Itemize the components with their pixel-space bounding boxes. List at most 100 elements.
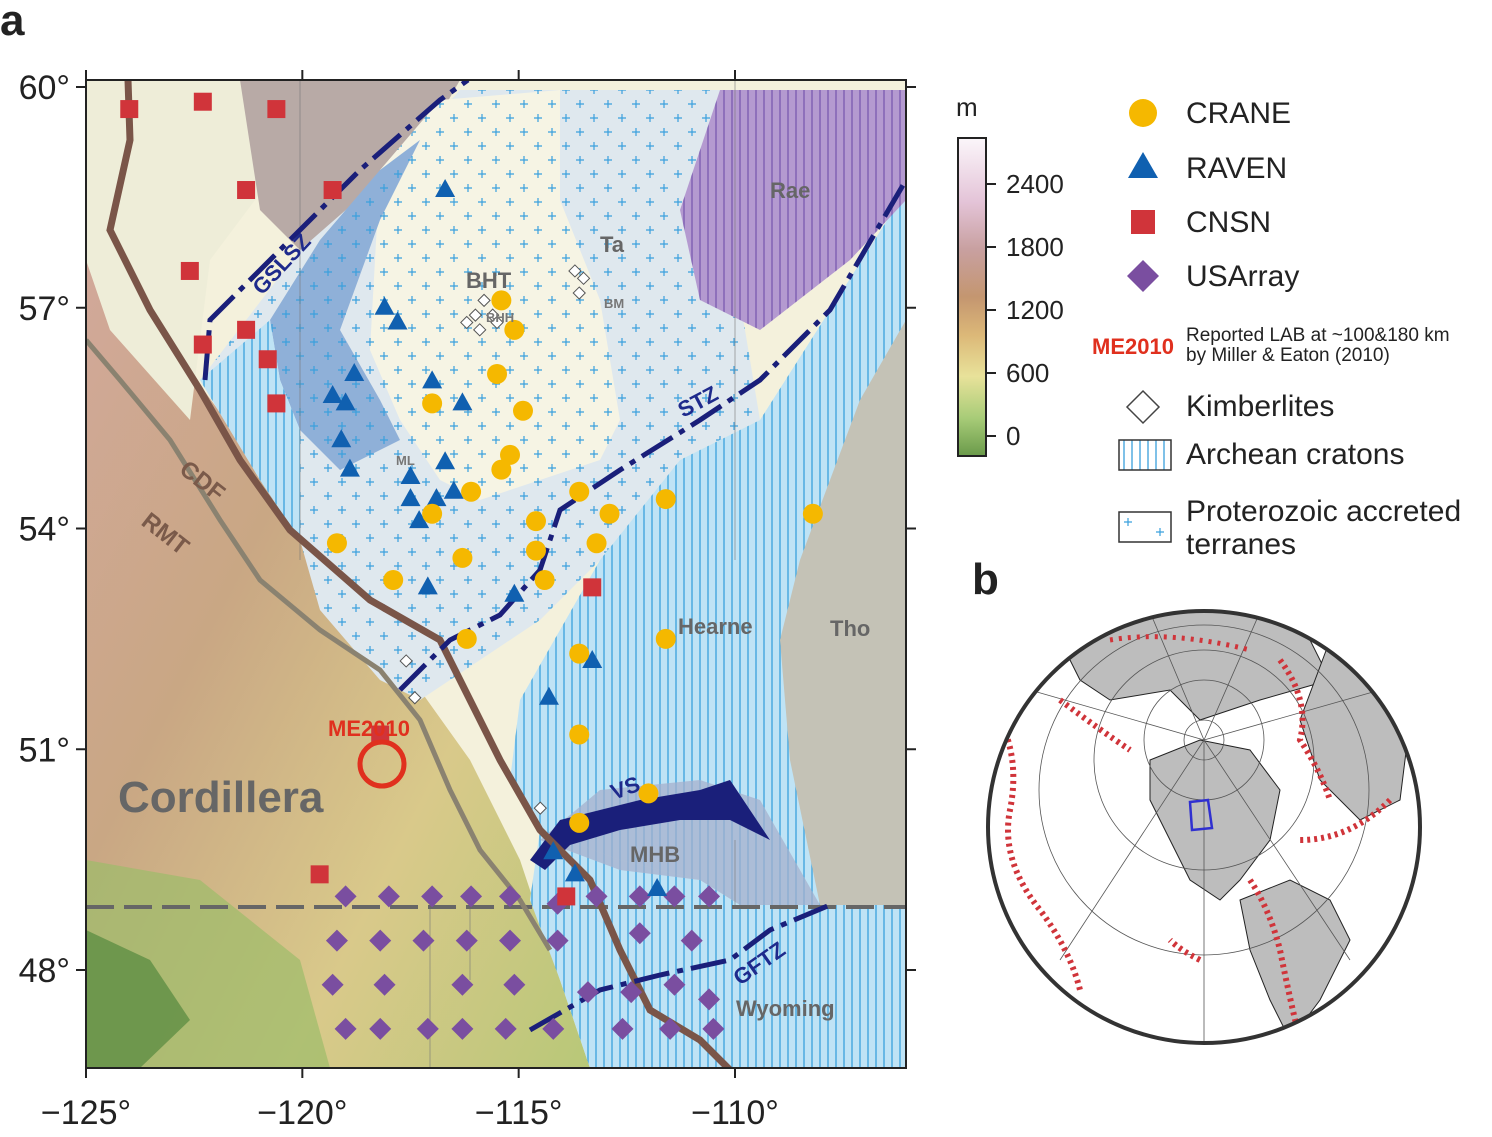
tho-terrane [780,320,906,905]
lat-tick-label: 54° [19,511,70,549]
kimberlite-marker [408,691,422,705]
crane-station [461,481,482,502]
usarray-station [499,885,522,908]
raven-station [335,392,356,411]
usarray-station [494,1017,517,1040]
rmt-fault [86,338,553,952]
colorbar-ticks: 2400 1800 1200 600 0 [986,169,1064,451]
label-ta: Ta [600,232,625,257]
raven-station [426,488,447,507]
kimberlite-marker [576,271,591,286]
map-panel: Rae Ta BHT BHH BM ML Hearne Tho MHB Wyom… [86,80,906,1068]
kimberlite-marker [477,293,491,308]
raven-station [443,480,464,499]
raven-station [374,296,395,315]
raven-station [339,458,360,477]
label-rae: Rae [770,178,810,203]
crane-station [487,363,508,384]
globe-arctic-land [1059,611,1331,721]
raven-station [538,686,559,705]
legend-raven-symbol [1128,152,1158,178]
coast-topography [86,930,190,1068]
crane-station [569,812,590,833]
raven-station [582,649,603,668]
cnsn-station [323,181,342,200]
crane-station [452,547,473,568]
usarray-station [611,1017,634,1040]
legend-usarray-symbol [1127,260,1159,292]
crane-station [586,533,607,554]
globe-seismicity [997,634,1393,1041]
raven-station [417,576,438,595]
panel-a-label: a [0,0,25,45]
raven-station [400,465,421,484]
usarray-station [663,973,686,996]
usarray-station [334,885,357,908]
cnsn-station [180,261,199,280]
legend: CRANE RAVEN CNSN USArray ME2010 Reported… [1092,97,1461,561]
label-bhh: BHH [486,310,514,325]
colorbar-tick-label: 1200 [1006,295,1064,325]
rae-craton [680,90,906,330]
blue-terrane [270,140,420,470]
crane-station [525,511,546,532]
crane-station [491,290,512,311]
crane-station [326,533,347,554]
crane-station [569,724,590,745]
raven-station [409,510,430,529]
legend-proterozoic-label-2: terranes [1186,528,1296,561]
raven-station [331,429,352,448]
colorbar-tick-label: 600 [1006,358,1049,388]
lat-tick-label: 57° [19,290,70,328]
stz-zone [398,178,906,692]
cnsn-station [258,350,277,369]
kimberlite-marker [490,315,504,330]
usarray-station [321,973,344,996]
usarray-station [451,1017,474,1040]
usarray-station [659,1017,682,1040]
usarray-station [698,885,721,908]
crane-station [456,628,477,649]
usarray-station [451,973,474,996]
legend-proterozoic-crosses [1124,518,1164,536]
usarray-station [698,988,721,1011]
lon-tick-label: −115° [475,1094,563,1132]
raven-station [435,451,456,470]
cnsn-station [267,100,286,119]
crane-station [655,628,676,649]
crane-station [500,444,521,465]
crane-station [422,503,443,524]
lat-tick-label: 60° [19,69,70,107]
legend-kimberlite-symbol [1125,389,1161,425]
vs-feature [530,780,770,870]
label-wyoming: Wyoming [736,996,835,1021]
archean-wedge [200,320,300,540]
map-frame [85,79,907,1069]
usarray-station [576,981,599,1004]
raven-station [504,583,525,602]
panel-b-label: b [972,555,999,604]
kimberlite-marker [568,264,582,278]
legend-crane-symbol [1129,99,1157,127]
lon-tick-label: −125° [41,1094,131,1132]
colorbar-tick-label: 2400 [1006,169,1064,199]
legend-crane-label: CRANE [1186,97,1291,130]
label-tho: Tho [830,616,870,641]
usarray-station [416,1017,439,1040]
wyoming-craton [530,830,906,1068]
cnsn-station [583,578,602,597]
kimberlite-marker [572,286,586,300]
crane-station [525,540,546,561]
raven-station [344,362,365,381]
raven-station [422,370,443,389]
crane-station [491,459,512,480]
lat-tick-label: 51° [19,731,70,769]
usarray-station [455,929,478,952]
legend-cnsn-symbol [1131,210,1155,234]
usarray-station [546,929,569,952]
raven-station [452,392,473,411]
label-hearne: Hearne [678,614,753,639]
graticule [299,80,736,1068]
label-ml: ML [396,453,415,468]
